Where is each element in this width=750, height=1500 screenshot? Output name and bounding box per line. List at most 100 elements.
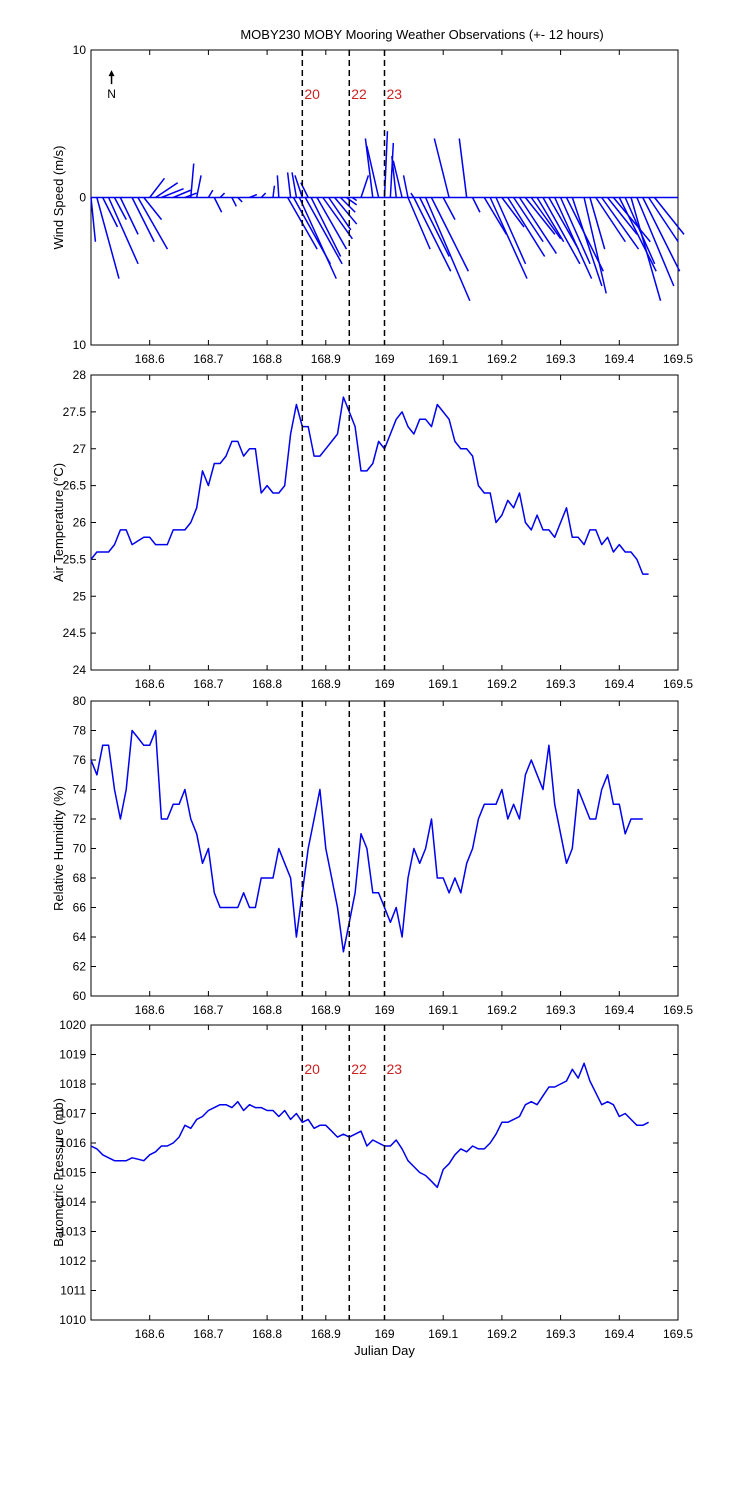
x-tick-label: 169.5 [663,1003,693,1017]
x-tick-label: 169 [374,677,394,691]
x-tick-label: 169.4 [604,1003,634,1017]
y-tick-label: 62 [73,960,87,974]
wind-vector [507,197,546,257]
wind-vector [630,197,662,301]
x-tick-label: 169.3 [546,1003,576,1017]
wind-vector [102,197,119,228]
panels: 168.6 168.7 168.8 168.9 169 169.1 169.2 169.3 16… [51,43,693,1358]
x-tick-label: 168.7 [193,352,223,366]
x-tick-label: 169.5 [663,352,693,366]
wind-vector [119,197,139,235]
wind-vector [458,138,468,198]
panel-2: 168.6 168.7 168.8 168.9 169 169.1 169.2 169.3 16… [51,368,693,691]
series-line [90,1062,649,1189]
wind-vector [483,197,508,235]
wind-vector [383,131,389,198]
y-tick-label: 72 [73,812,87,826]
wind-vector [339,196,356,213]
wind-vector [606,197,638,235]
wind-vector [172,189,192,199]
wind-vector [334,197,358,225]
north-arrow-label: N [107,87,116,101]
y-tick-label: 10 [73,43,87,57]
wind-vector [542,197,581,265]
wind-vector [419,197,450,257]
wind-vector [364,138,374,198]
x-tick-label: 169.4 [604,1327,634,1341]
wind-vector [351,196,358,202]
y-tick-label: 64 [73,930,87,944]
wind-vector [559,197,591,265]
wind-vector [360,175,370,198]
y-tick-label: 78 [73,724,87,738]
marker-label: 22 [351,86,367,102]
y-tick-label: 1015 [59,1166,86,1180]
wind-vector [149,177,166,198]
wind-vector [648,197,679,243]
wind-vector [207,189,214,198]
wind-vector [190,163,195,198]
wind-vector [653,197,685,235]
wind-vector [294,175,304,198]
wind-vector [391,156,397,198]
y-tick-label: 10 [73,338,87,352]
wind-vector [583,197,607,294]
wind-vector [96,197,120,279]
wind-vector [131,197,155,243]
wind-vector [231,197,237,207]
y-axis-label: Relative Humidity (%) [51,786,66,911]
panel-1: 168.6 168.7 168.8 168.9 169 169.1 169.2 169.3 16… [51,43,693,366]
wind-vector [410,192,415,198]
wind-vector [304,197,343,265]
wind-vector [548,197,580,250]
y-tick-label: 70 [73,842,87,856]
y-tick-label: 26 [73,516,87,530]
x-tick-label: 169 [374,1003,394,1017]
wind-vector [389,142,395,198]
wind-vector [155,182,179,199]
y-axis-label: Air Temperature (°C) [51,463,66,582]
wind-vector [113,197,127,220]
wind-vector [518,197,558,254]
wind-vector [495,197,527,265]
y-axis-label: Barometric Pressure (mb) [51,1098,66,1247]
marker-label: 20 [304,1061,320,1077]
y-tick-label: 25.5 [63,552,87,566]
y-tick-label: 28 [73,368,87,382]
y-tick-label: 26.5 [63,479,87,493]
y-tick-label: 1011 [60,1284,86,1298]
x-tick-label: 169.3 [546,352,576,366]
panel-3: 168.6 168.7 168.8 168.9 169 169.1 169.2 169.3 16… [51,694,693,1017]
chart-title: MOBY230 MOBY Mooring Weather Observation… [240,27,603,42]
y-axis-label: Wind Speed (m/s) [51,145,66,249]
x-tick-label: 169 [374,352,394,366]
y-tick-label: 1013 [59,1225,86,1239]
wind-vector [137,197,169,250]
y-tick-label: 1010 [59,1313,86,1327]
wind-vector [430,197,470,272]
wind-vector [298,197,337,279]
marker-label: 23 [387,1061,403,1077]
x-tick-label: 168.8 [252,1327,282,1341]
series-line [90,396,649,575]
wind-vector [433,138,450,198]
wind-vector [536,197,565,243]
north-arrowhead-icon [108,70,115,77]
wind-vector [636,197,675,287]
x-tick-label: 168.9 [311,677,341,691]
y-tick-label: 74 [73,783,87,797]
x-tick-label: 169.5 [663,677,693,691]
y-tick-label: 24.5 [63,626,87,640]
y-tick-label: 1012 [59,1254,86,1268]
wind-vector [90,197,97,242]
series-line [90,729,643,953]
x-tick-label: 169.3 [546,677,576,691]
x-tick-label: 168.8 [252,1003,282,1017]
x-axis-label: Julian Day [354,1343,415,1358]
x-tick-label: 168.8 [252,352,282,366]
x-tick-label: 168.8 [252,677,282,691]
wind-vector [642,197,681,272]
y-tick-label: 68 [73,871,87,885]
wind-vector [424,197,471,302]
x-tick-label: 168.6 [135,352,165,366]
